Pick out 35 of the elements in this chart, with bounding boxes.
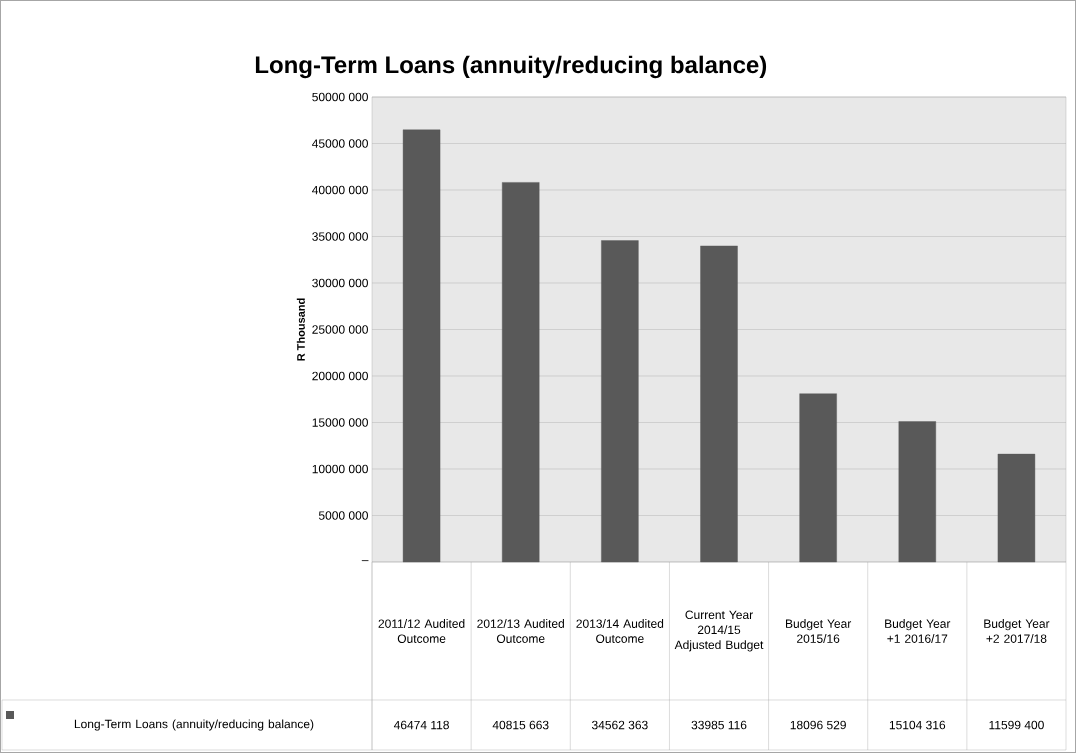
x-tick-label: Budget Year 2015/16 xyxy=(786,619,852,643)
text: Long-Term Loans (annuity/reducing balance) xyxy=(74,719,314,731)
x-tick-label: Budget Year +2 2017/18 xyxy=(984,619,1050,643)
y-tick-label: – xyxy=(361,560,369,562)
data-label: 40815 663 xyxy=(492,720,549,730)
x-tick-label: Current Year 2014/15 Adjusted Budget xyxy=(674,610,764,652)
y-axis-title: R Thousand xyxy=(296,298,305,361)
y-tick-label: 50000 000 xyxy=(312,92,368,102)
bar xyxy=(601,240,639,563)
y-tick-label: 40000 000 xyxy=(312,185,368,195)
x-tick-label: 2013/14 Audited Outcome xyxy=(576,619,664,643)
bar xyxy=(502,182,540,563)
data-label: 33985 116 xyxy=(691,720,747,730)
x-tick-label: 2011/12 Audited Outcome xyxy=(378,619,465,643)
bar xyxy=(997,453,1036,563)
y-tick-label: 30000 000 xyxy=(312,278,368,288)
chart-title: Long-Term Loans (annuity/reducing balance) xyxy=(255,55,767,79)
y-tick-label: 25000 000 xyxy=(312,325,368,334)
y-tick-label: 20000 000 xyxy=(312,371,368,381)
y-tick-label: 35000 000 xyxy=(312,232,368,241)
data-label: 46474 118 xyxy=(393,720,449,730)
x-tick-label: 2012/13 Audited Outcome xyxy=(477,619,564,643)
y-tick-label: 5000 000 xyxy=(318,511,368,520)
bar xyxy=(898,421,936,563)
x-tick-label: Budget Year +1 2016/17 xyxy=(885,619,951,643)
bar xyxy=(700,245,738,563)
data-label: 15104 316 xyxy=(889,720,946,730)
data-label: 11599 400 xyxy=(989,720,1044,730)
bar xyxy=(799,393,837,563)
y-tick-label: 45000 000 xyxy=(312,139,368,148)
data-label: 18096 529 xyxy=(790,720,846,730)
y-tick-label: 15000 000 xyxy=(312,418,368,427)
data-label: 34562 363 xyxy=(591,720,648,730)
y-tick-label: 10000 000 xyxy=(312,464,368,474)
bar xyxy=(402,129,441,563)
